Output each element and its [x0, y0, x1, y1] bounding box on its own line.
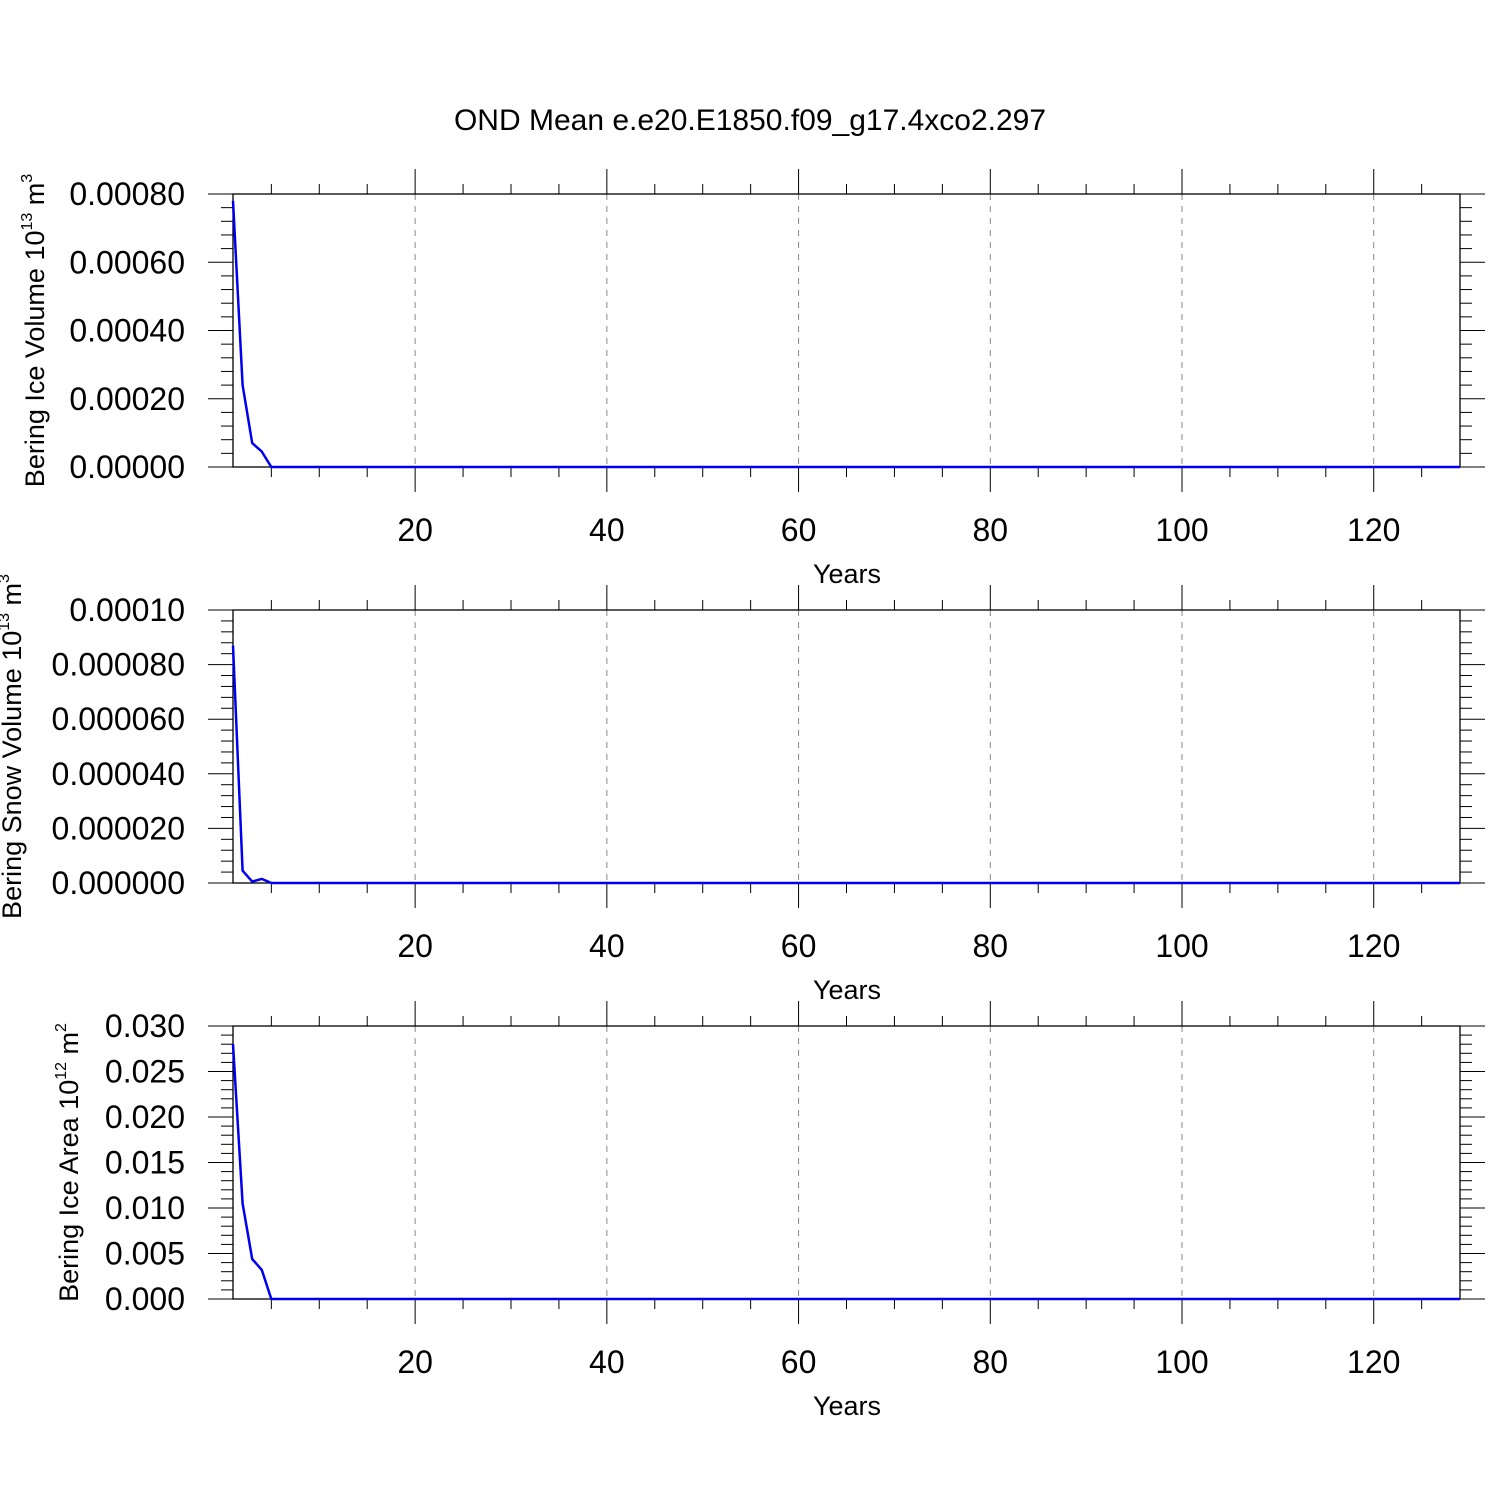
x-tick-label: 120 — [1347, 928, 1400, 964]
y-tick-label: 0.015 — [105, 1145, 185, 1181]
x-tick-label: 80 — [972, 928, 1008, 964]
y-tick-label: 0.005 — [105, 1236, 185, 1272]
y-axis-label: Bering Ice Area 1012 m2 — [53, 1023, 84, 1302]
y-tick-label: 0.00020 — [69, 381, 185, 417]
y-tick-label: 0.00080 — [69, 176, 185, 212]
y-tick-label: 0.020 — [105, 1099, 185, 1135]
x-tick-label: 20 — [397, 512, 433, 548]
plot-frame — [232, 193, 1461, 468]
x-tick-label: 20 — [397, 928, 433, 964]
y-tick-label: 0.000020 — [52, 810, 185, 846]
series-line — [231, 200, 1460, 469]
x-tick-label: 120 — [1347, 1344, 1400, 1380]
plot-frame — [232, 609, 1461, 884]
x-tick-label: 20 — [397, 1344, 433, 1380]
series-line — [231, 645, 1460, 885]
y-tick-label: 0.00000 — [69, 449, 185, 485]
x-tick-label: 40 — [589, 1344, 625, 1380]
x-tick-label: 80 — [972, 512, 1008, 548]
y-tick-label: 0.025 — [105, 1054, 185, 1090]
panel-3: 20 40 60 80 100 120 0.000 0.005 0.010 0.015 0.020 0… — [53, 1001, 1485, 1421]
plot-frame — [232, 1025, 1461, 1300]
y-tick-label: 0.00010 — [69, 592, 185, 628]
x-tick-label: 100 — [1155, 512, 1208, 548]
y-tick-label: 0.000040 — [52, 756, 185, 792]
y-tick-label: 0.000000 — [52, 865, 185, 901]
y-tick-label: 0.000 — [105, 1281, 185, 1317]
x-tick-label: 120 — [1347, 512, 1400, 548]
y-axis-label: Bering Snow Volume 1013 m3 — [0, 574, 27, 919]
x-tick-label: 60 — [781, 1344, 817, 1380]
x-axis-label: Years — [813, 975, 881, 1005]
x-tick-label: 40 — [589, 928, 625, 964]
panel-1: 20 40 60 80 100 120 0.00000 0.00020 0.00040 0.000… — [19, 169, 1485, 589]
y-tick-label: 0.000080 — [52, 647, 185, 683]
x-axis-label: Years — [813, 1391, 881, 1421]
panel-2: 20 40 60 80 100 120 0.000000 0.000020 0.000040 0.… — [0, 574, 1485, 1005]
x-tick-label: 100 — [1155, 928, 1208, 964]
panels: 20 40 60 80 100 1200.000000.000200.000400.000… — [0, 169, 1485, 1421]
x-tick-label: 80 — [972, 1344, 1008, 1380]
y-tick-label: 0.000060 — [52, 701, 185, 737]
x-axis-label: Years — [813, 559, 881, 589]
y-axis-label: Bering Ice Volume 1013 m3 — [19, 174, 50, 487]
x-tick-label: 100 — [1155, 1344, 1208, 1380]
y-tick-label: 0.010 — [105, 1190, 185, 1226]
y-tick-label: 0.00060 — [69, 244, 185, 280]
x-tick-label: 40 — [589, 512, 625, 548]
y-tick-label: 0.00040 — [69, 313, 185, 349]
series-line — [231, 1044, 1460, 1301]
x-tick-label: 60 — [781, 928, 817, 964]
y-tick-label: 0.030 — [105, 1008, 185, 1044]
chart-title: OND Mean e.e20.E1850.f09_g17.4xco2.297 — [454, 104, 1046, 137]
x-tick-label: 60 — [781, 512, 817, 548]
